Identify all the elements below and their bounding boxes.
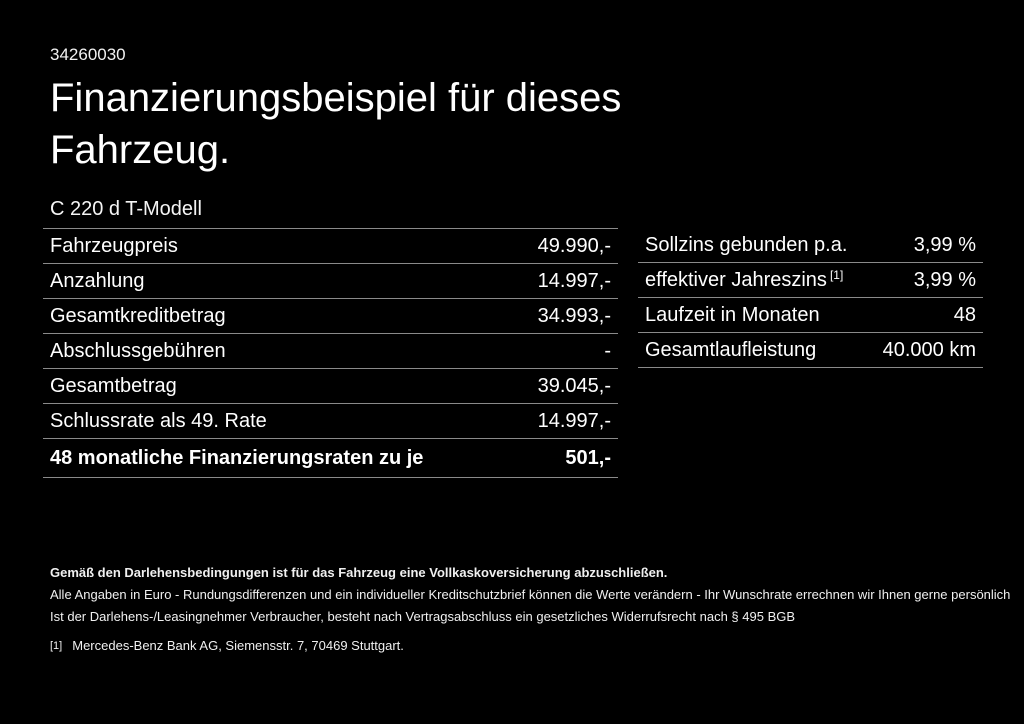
row-label: Schlussrate als 49. Rate — [50, 409, 267, 432]
row-label: Gesamtkreditbetrag — [50, 304, 226, 327]
table-row-abschlussgebuehren: Abschlussgebühren - — [43, 334, 618, 369]
table-row-fahrzeugpreis: Fahrzeugpreis 49.990,- — [43, 228, 618, 264]
row-value: 40.000 km — [882, 338, 976, 361]
table-row-effektiver-jahreszins: effektiver Jahreszins [1] 3,99 % — [638, 263, 983, 298]
footnote-reference: [1] — [829, 268, 844, 282]
row-label: Gesamtlaufleistung — [645, 338, 817, 361]
row-label: Sollzins gebunden p.a. — [645, 233, 848, 256]
row-label: Gesamtbetrag — [50, 374, 177, 397]
row-value: 3,99 % — [913, 268, 976, 291]
tables-container: Fahrzeugpreis 49.990,- Anzahlung 14.997,… — [43, 228, 983, 478]
page-title: Finanzierungsbeispiel für dieses Fahrzeu… — [50, 76, 622, 172]
footnote-text: Mercedes-Benz Bank AG, Siemensstr. 7, 70… — [72, 638, 404, 653]
disclaimer-line-1: Alle Angaben in Euro - Rundungsdifferenz… — [50, 587, 1011, 602]
row-value: 3,99 % — [913, 233, 976, 256]
insurance-note: Gemäß den Darlehensbedingungen ist für d… — [50, 565, 668, 580]
row-value: 34.993,- — [537, 304, 611, 327]
disclaimer-line-2: Ist der Darlehens-/Leasingnehmer Verbrau… — [50, 609, 796, 624]
row-value: 39.045,- — [537, 374, 611, 397]
table-row-gesamtbetrag: Gesamtbetrag 39.045,- — [43, 369, 618, 404]
vehicle-model: C 220 d T-Modell — [50, 198, 202, 220]
row-value: 14.997,- — [537, 269, 611, 292]
conditions-table: Sollzins gebunden p.a. 3,99 % effektiver… — [638, 228, 983, 368]
table-row-gesamtkreditbetrag: Gesamtkreditbetrag 34.993,- — [43, 299, 618, 334]
row-value: 14.997,- — [537, 409, 611, 432]
table-row-anzahlung: Anzahlung 14.997,- — [43, 264, 618, 299]
row-value: 501,- — [565, 446, 611, 469]
footnote: [1] Mercedes-Benz Bank AG, Siemensstr. 7… — [50, 639, 1000, 654]
row-value: 49.990,- — [537, 234, 611, 257]
footer-notes: Gemäß den Darlehensbedingungen ist für d… — [50, 565, 1011, 662]
table-row-gesamtlaufleistung: Gesamtlaufleistung 40.000 km — [638, 333, 983, 368]
footnote-marker: [1] — [50, 640, 63, 652]
row-label: Anzahlung — [50, 269, 145, 292]
table-row-laufzeit: Laufzeit in Monaten 48 — [638, 298, 983, 333]
row-value: - — [604, 339, 611, 362]
row-label: Abschlussgebühren — [50, 339, 226, 362]
row-value: 48 — [953, 303, 976, 326]
document-number: 34260030 — [50, 45, 126, 64]
row-label: Fahrzeugpreis — [50, 234, 178, 257]
table-row-monthly-rate: 48 monatliche Finanzierungsraten zu je 5… — [43, 439, 618, 478]
table-row-sollzins: Sollzins gebunden p.a. 3,99 % — [638, 228, 983, 263]
table-row-schlussrate: Schlussrate als 49. Rate 14.997,- — [43, 404, 618, 439]
finance-table: Fahrzeugpreis 49.990,- Anzahlung 14.997,… — [43, 228, 618, 478]
row-label: effektiver Jahreszins [1] — [645, 268, 843, 292]
row-label: 48 monatliche Finanzierungsraten zu je — [50, 446, 424, 469]
row-label: Laufzeit in Monaten — [645, 303, 820, 326]
row-label-text: effektiver Jahreszins — [645, 269, 827, 291]
